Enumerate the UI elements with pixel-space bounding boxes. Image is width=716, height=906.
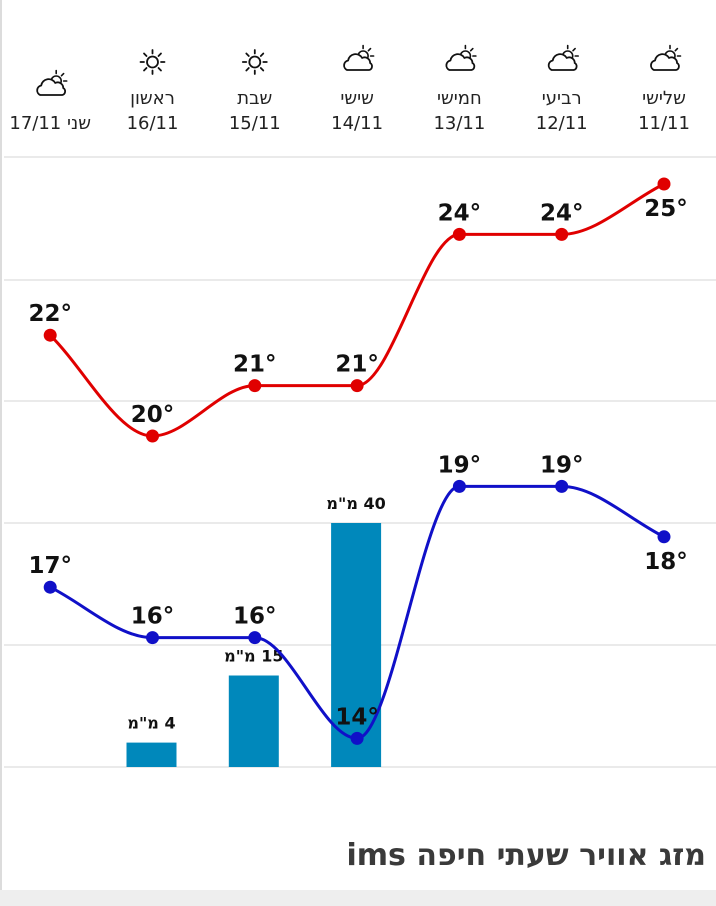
precip-bar-4 — [228, 675, 279, 767]
day-0-partly-cloudy-icon — [650, 44, 682, 71]
day-3-partly-cloudy-icon — [343, 44, 375, 71]
series-1-label-6: 17° — [28, 553, 72, 579]
left-edge-border — [0, 0, 2, 906]
series-0-point-5 — [146, 429, 159, 443]
series-1-label-3: 14° — [335, 704, 379, 730]
series-0-label-0: 25° — [644, 196, 688, 222]
series-1-point-0 — [657, 530, 671, 544]
series-0-label-3: 21° — [335, 352, 379, 378]
forecast-chart-svg: שלישי 11/11 רביעי 12/11 חמישי 13/11 שישי 14/11 ש… — [4, 44, 716, 768]
day-1-date: 12/11 — [536, 113, 588, 134]
series-0-label-5: 20° — [131, 402, 175, 428]
forecast-chart: שלישי 11/11 רביעי 12/11 חמישי 13/11 שישי 14/11 ש… — [4, 44, 716, 768]
series-0-point-2 — [452, 227, 466, 241]
series-0-label-4: 21° — [233, 352, 277, 378]
day-0-date: 11/11 — [638, 113, 690, 134]
day-4-date: 15/11 — [229, 113, 281, 134]
series-1-label-2: 19° — [438, 452, 482, 478]
bottom-bar — [0, 890, 716, 906]
series-0-point-1 — [555, 227, 569, 241]
series-0-label-2: 24° — [438, 200, 482, 226]
day-2-name: חמישי — [437, 88, 482, 109]
series-0-label-1: 24° — [540, 200, 584, 226]
series-1-point-3 — [350, 731, 364, 745]
series-1-point-1 — [555, 479, 569, 493]
series-1-label-4: 16° — [233, 604, 277, 630]
series-1-label-5: 16° — [131, 604, 175, 630]
series-1-point-2 — [452, 479, 466, 493]
section-title: מזג אוויר שעתי חיפה ims — [346, 838, 706, 873]
series-0-point-6 — [43, 328, 57, 342]
day-1-partly-cloudy-icon — [547, 44, 580, 71]
day-4-name: שבת — [237, 88, 272, 109]
day-1-name: רביעי — [542, 88, 582, 109]
series-1-label-0: 18° — [644, 549, 688, 575]
series-1-point-5 — [146, 631, 159, 645]
series-0-point-3 — [350, 379, 364, 393]
series-1-point-6 — [43, 580, 57, 594]
day-5-name: ראשון — [130, 88, 175, 109]
precip-label-5: 4 מ"מ — [127, 714, 175, 733]
day-2-date: 13/11 — [433, 113, 485, 134]
precip-bar-5 — [126, 742, 177, 767]
day-3-date: 14/11 — [331, 113, 383, 134]
day-2-partly-cloudy-icon — [445, 44, 477, 71]
day-5-sun-icon — [139, 49, 166, 75]
series-0-label-6: 22° — [28, 301, 72, 327]
day-6-partly-cloudy-icon — [36, 69, 68, 96]
series-1-point-4 — [248, 631, 262, 645]
day-0-name: שלישי — [642, 88, 686, 109]
series-0-point-4 — [248, 379, 262, 393]
precip-bar-3 — [331, 523, 382, 767]
day-4-sun-icon — [241, 49, 268, 75]
precip-label-3: 40 מ"מ — [326, 494, 385, 513]
series-0-point-0 — [657, 177, 671, 191]
day-6-name-date: שני 17/11 — [9, 113, 91, 134]
day-3-name: שישי — [340, 88, 374, 109]
precip-label-4: 15 מ"מ — [224, 647, 283, 666]
day-5-date: 16/11 — [127, 113, 179, 134]
series-1-label-1: 19° — [540, 452, 584, 478]
